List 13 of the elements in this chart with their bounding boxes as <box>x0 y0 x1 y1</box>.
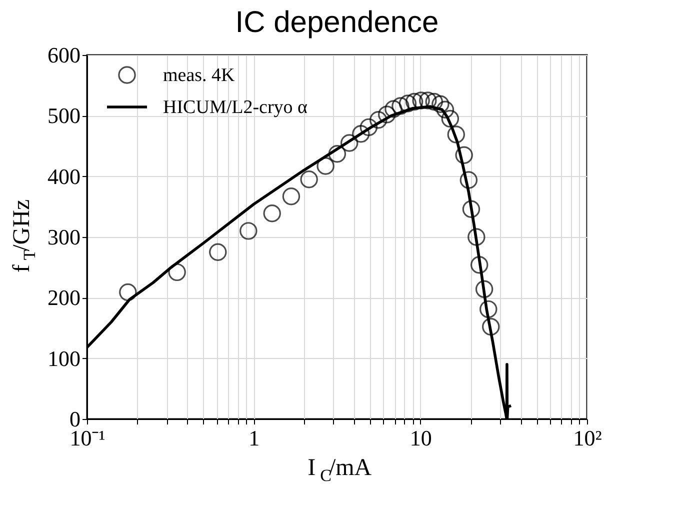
chart-title: IC dependence <box>235 6 439 39</box>
y-axis-title: fT/GHz <box>9 199 39 273</box>
x-tick-label: 10 <box>410 426 432 450</box>
x-tick-label: 10² <box>573 426 602 450</box>
y-tick-label: 200 <box>48 285 80 310</box>
y-tick-label: 600 <box>48 42 80 68</box>
y-tick-label: 100 <box>48 346 80 371</box>
legend-label: meas. 4K <box>163 65 236 86</box>
y-tick-label: 500 <box>48 103 80 128</box>
y-tick-label: 400 <box>48 164 80 189</box>
x-tick-label: 1 <box>248 426 260 450</box>
y-tick-label: 300 <box>48 224 80 250</box>
legend-label: HICUM/L2-cryo α <box>163 97 308 118</box>
